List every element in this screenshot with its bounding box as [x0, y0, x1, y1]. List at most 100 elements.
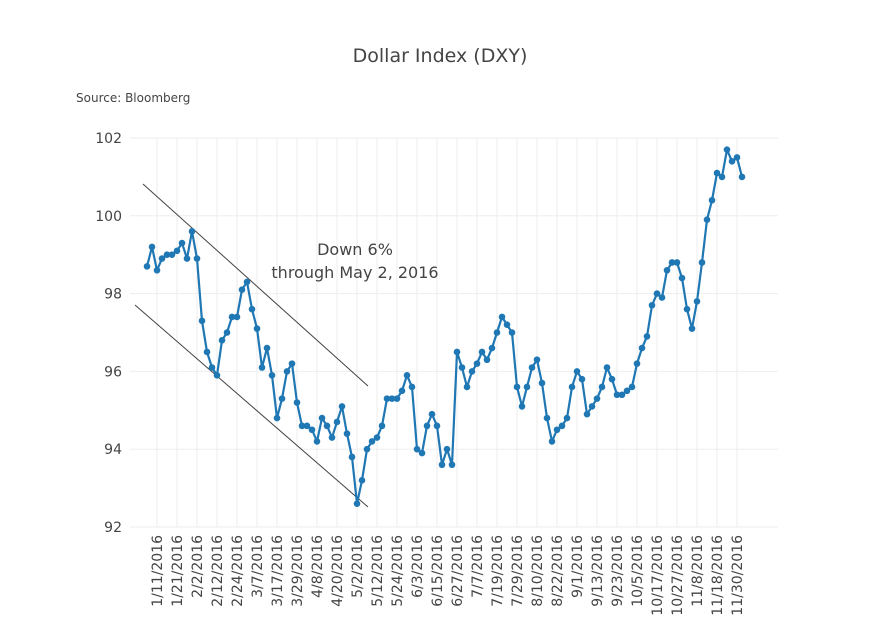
- data-point: [458, 364, 466, 371]
- x-tick-label: 3/17/2016: [270, 535, 286, 607]
- data-point: [288, 360, 296, 367]
- data-point: [193, 255, 201, 262]
- data-point: [418, 449, 426, 457]
- x-tick-label: 6/3/2016: [410, 535, 426, 598]
- x-tick-label: 10/27/2016: [670, 535, 686, 616]
- data-point: [438, 461, 446, 469]
- data-point: [568, 383, 576, 391]
- data-point: [673, 259, 681, 266]
- data-point: [733, 154, 741, 161]
- data-point: [273, 414, 281, 422]
- data-point: [403, 371, 411, 379]
- x-tick-label: 8/10/2016: [530, 535, 546, 607]
- data-point: [353, 500, 361, 507]
- data-point: [498, 313, 506, 321]
- data-point: [248, 305, 256, 313]
- x-tick-label: 11/18/2016: [710, 535, 726, 616]
- data-point: [478, 348, 486, 356]
- data-point: [318, 414, 326, 422]
- x-tick-label: 1/11/2016: [150, 535, 166, 607]
- y-tick-label: 94: [104, 442, 122, 458]
- x-tick-label: 6/27/2016: [450, 535, 466, 607]
- data-point: [333, 418, 341, 426]
- data-point: [323, 422, 331, 430]
- data-point: [613, 391, 621, 399]
- y-tick-label: 96: [104, 364, 122, 380]
- data-point: [623, 387, 631, 395]
- data-point: [218, 336, 226, 344]
- data-point: [338, 403, 346, 410]
- data-point: [608, 375, 616, 383]
- x-tick-label: 10/17/2016: [650, 535, 666, 616]
- x-tick-label: 9/1/2016: [570, 535, 586, 598]
- data-point: [508, 329, 516, 336]
- x-tick-label: 2/2/2016: [190, 535, 206, 598]
- x-tick-label: 9/23/2016: [610, 535, 626, 607]
- data-point: [723, 146, 731, 153]
- trend-line-lower: [134, 304, 369, 508]
- data-point: [253, 325, 261, 332]
- data-point: [358, 477, 366, 484]
- data-point: [188, 228, 196, 235]
- data-point: [343, 430, 351, 437]
- data-point: [558, 422, 566, 430]
- data-point: [728, 158, 736, 165]
- data-point: [328, 434, 336, 441]
- data-point: [593, 395, 601, 402]
- data-point: [643, 333, 651, 340]
- x-tick-label: 6/15/2016: [430, 535, 446, 607]
- data-point: [448, 461, 456, 469]
- y-tick-label: 98: [104, 287, 122, 303]
- data-point: [423, 422, 431, 430]
- trend-line-upper: [142, 183, 369, 387]
- data-point: [398, 387, 406, 395]
- data-point: [363, 445, 371, 453]
- data-point: [583, 410, 591, 418]
- data-point: [598, 383, 606, 391]
- x-tick-label: 8/22/2016: [550, 535, 566, 607]
- data-point: [543, 414, 551, 422]
- data-point: [453, 348, 461, 356]
- data-point: [393, 395, 401, 402]
- data-point: [553, 426, 561, 434]
- x-tick-label: 1/21/2016: [170, 535, 186, 607]
- chart-subtitle: Source: Bloomberg: [76, 91, 190, 105]
- data-point: [368, 438, 376, 445]
- x-tick-label: 5/24/2016: [390, 535, 406, 607]
- data-point: [618, 391, 626, 399]
- data-point: [428, 410, 436, 418]
- x-tick-label: 3/29/2016: [290, 535, 306, 607]
- data-point: [548, 438, 556, 445]
- data-point: [378, 422, 386, 430]
- data-point: [243, 278, 251, 286]
- data-point: [143, 263, 151, 270]
- data-point: [628, 383, 636, 391]
- x-tick-label: 5/2/2016: [350, 535, 366, 598]
- x-tick-label: 5/12/2016: [370, 535, 386, 607]
- data-point: [563, 414, 571, 422]
- data-point: [258, 364, 266, 371]
- y-tick-label: 102: [95, 131, 122, 147]
- data-point: [683, 305, 691, 313]
- data-point: [308, 426, 316, 434]
- data-point: [293, 399, 301, 406]
- data-point: [678, 274, 686, 282]
- data-point: [238, 286, 246, 294]
- data-point: [573, 368, 581, 375]
- x-tick-label: 2/12/2016: [210, 535, 226, 607]
- data-point: [698, 259, 706, 266]
- data-point: [633, 360, 641, 367]
- data-point: [153, 266, 161, 274]
- data-point: [183, 255, 191, 262]
- data-point: [463, 383, 471, 391]
- data-point: [263, 344, 271, 352]
- data-point: [693, 298, 701, 305]
- x-tick-label: 7/19/2016: [490, 535, 506, 607]
- data-point: [228, 313, 236, 321]
- data-point: [648, 301, 656, 309]
- data-point: [268, 371, 276, 379]
- data-point: [203, 348, 211, 356]
- data-point: [493, 329, 501, 336]
- data-point: [388, 395, 396, 402]
